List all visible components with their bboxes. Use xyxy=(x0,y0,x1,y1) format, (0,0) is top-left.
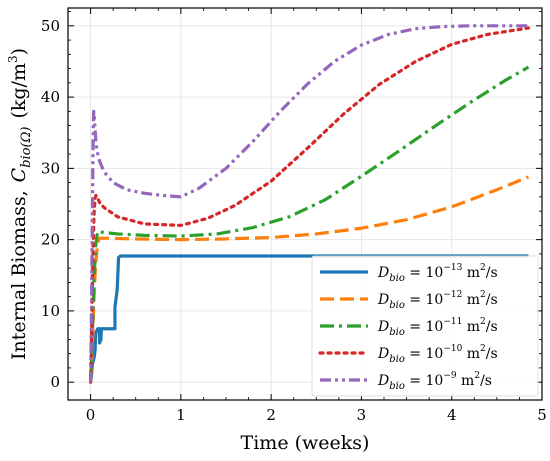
series-line-5 xyxy=(88,24,529,383)
legend: Dbio = 10−13 m2/s Dbio = 10−12 m2/s Dbio =… xyxy=(311,255,539,397)
y-tick-label: 30 xyxy=(41,159,60,177)
legend-label-5: Dbio = 10−9 m2/s xyxy=(377,371,492,392)
legend-label-4: Dbio = 10−10 m2/s xyxy=(377,344,498,365)
x-tick-label: 5 xyxy=(537,406,547,424)
series-line-1 xyxy=(88,254,529,383)
legend-label-2: Dbio = 10−12 m2/s xyxy=(377,290,498,311)
y-tick-label: 10 xyxy=(41,302,60,320)
y-axis-label: Internal Biomass,Cbio(Ω)(kg/m3) xyxy=(6,48,34,360)
series-line-3 xyxy=(88,65,530,383)
series-layer xyxy=(88,24,531,384)
y-tick-label: 20 xyxy=(41,231,60,249)
x-axis-label: Time (weeks) xyxy=(241,432,370,454)
legend-box xyxy=(311,255,539,397)
y-tick-label: 50 xyxy=(41,17,60,35)
x-tick-label: 1 xyxy=(176,406,186,424)
series-line-2 xyxy=(88,175,530,383)
y-tick-label: 40 xyxy=(41,88,60,106)
x-tick-label: 2 xyxy=(266,406,276,424)
plot-frame xyxy=(67,7,543,401)
legend-label-3: Dbio = 10−11 m2/s xyxy=(377,317,498,338)
y-tick-label: 0 xyxy=(50,373,60,391)
x-tick-label: 4 xyxy=(447,406,457,424)
x-tick-label: 3 xyxy=(357,406,367,424)
x-tick-label: 0 xyxy=(86,406,96,424)
legend-label-1: Dbio = 10−13 m2/s xyxy=(377,263,498,284)
